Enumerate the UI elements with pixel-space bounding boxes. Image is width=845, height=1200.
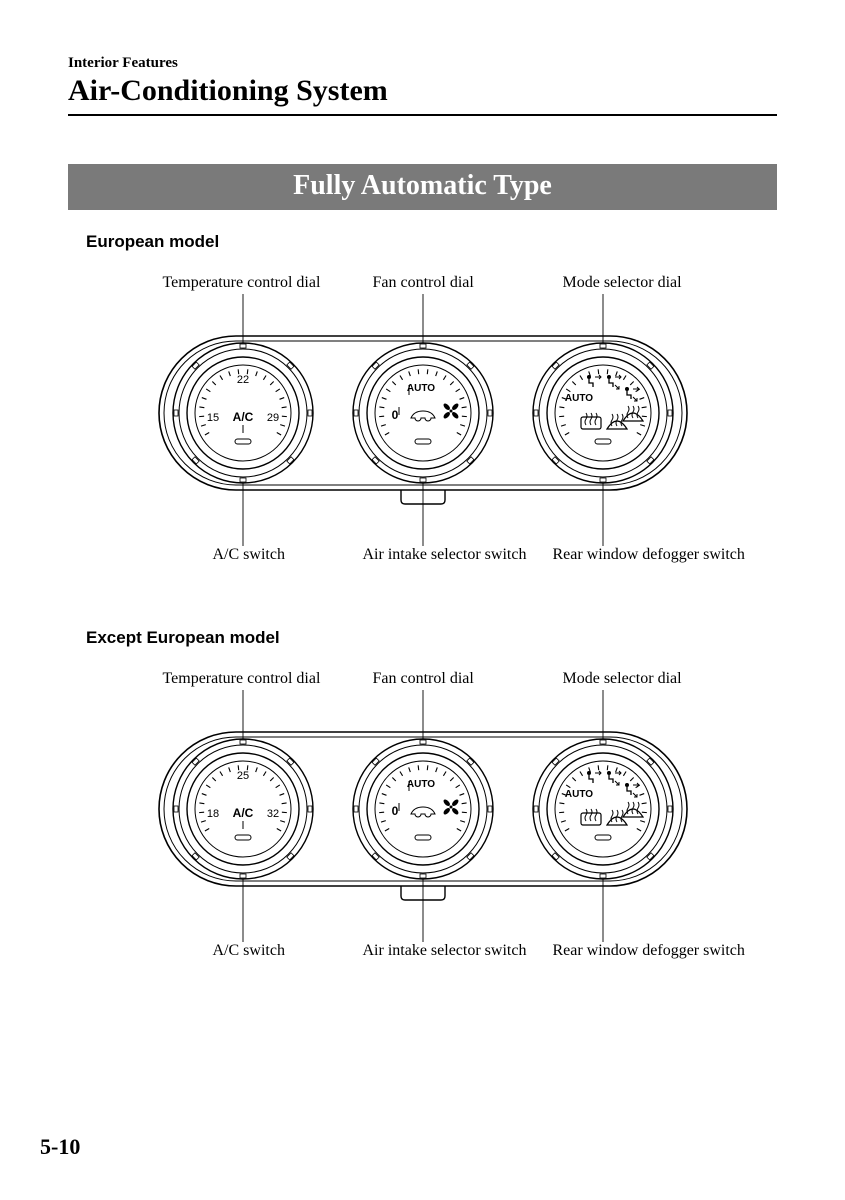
label-bottom-defog: Rear window defogger switch bbox=[553, 942, 745, 960]
model-heading-0: European model bbox=[86, 232, 777, 252]
control-panel-diagram: 25 18 32 A/C AUTO 0 AUTO bbox=[123, 714, 723, 914]
svg-text:15: 15 bbox=[206, 412, 218, 424]
svg-text:22: 22 bbox=[236, 374, 248, 386]
label-top-fan: Fan control dial bbox=[373, 274, 474, 292]
label-top-mode: Mode selector dial bbox=[563, 274, 682, 292]
label-top-fan: Fan control dial bbox=[373, 670, 474, 688]
svg-text:32: 32 bbox=[266, 808, 278, 820]
banner-heading: Fully Automatic Type bbox=[68, 164, 777, 210]
svg-text:29: 29 bbox=[266, 412, 278, 424]
label-bottom-ac: A/C switch bbox=[213, 546, 285, 564]
page-number: 5-10 bbox=[40, 1134, 80, 1160]
svg-text:A/C: A/C bbox=[232, 806, 253, 820]
svg-text:25: 25 bbox=[236, 770, 248, 782]
label-top-temp: Temperature control dial bbox=[163, 670, 321, 688]
label-top-temp: Temperature control dial bbox=[163, 274, 321, 292]
label-top-mode: Mode selector dial bbox=[563, 670, 682, 688]
diagram-0: Temperature control dial Fan control dial… bbox=[73, 256, 773, 576]
model-heading-1: Except European model bbox=[86, 628, 777, 648]
svg-text:AUTO: AUTO bbox=[406, 779, 434, 790]
diagram-1: Temperature control dial Fan control dial… bbox=[73, 652, 773, 972]
svg-text:A/C: A/C bbox=[232, 410, 253, 424]
svg-text:AUTO: AUTO bbox=[406, 383, 434, 394]
section-label: Interior Features bbox=[68, 55, 777, 72]
control-panel-diagram: 22 15 29 A/C AUTO 0 AUTO bbox=[123, 318, 723, 518]
svg-text:AUTO: AUTO bbox=[564, 789, 592, 800]
svg-text:18: 18 bbox=[206, 808, 218, 820]
label-bottom-ac: A/C switch bbox=[213, 942, 285, 960]
label-bottom-intake: Air intake selector switch bbox=[363, 546, 527, 564]
svg-text:0: 0 bbox=[391, 804, 398, 818]
page-title: Air-Conditioning System bbox=[68, 74, 777, 108]
label-bottom-defog: Rear window defogger switch bbox=[553, 546, 745, 564]
title-rule bbox=[68, 114, 777, 116]
svg-text:AUTO: AUTO bbox=[564, 393, 592, 404]
label-bottom-intake: Air intake selector switch bbox=[363, 942, 527, 960]
svg-text:0: 0 bbox=[391, 408, 398, 422]
